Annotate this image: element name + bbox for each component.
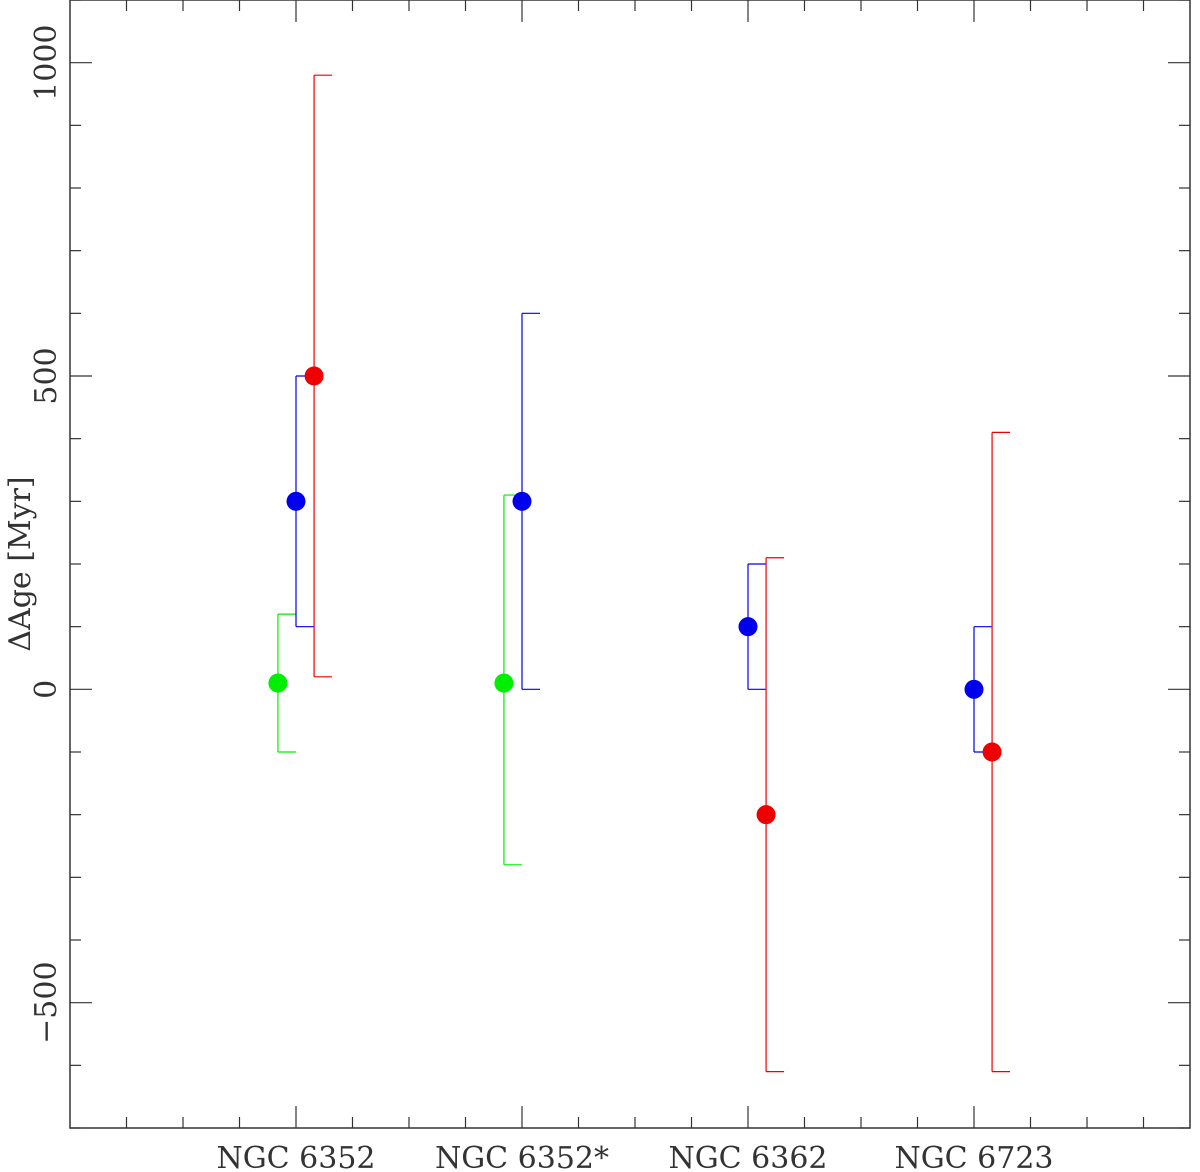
data-point (964, 679, 984, 699)
y-tick-label: 1000 (29, 24, 64, 100)
x-tick-label: NGC 6362 (668, 1141, 827, 1172)
x-tick-label: NGC 6723 (894, 1141, 1053, 1172)
data-point (738, 617, 758, 637)
axis-ticks (70, 0, 1190, 1129)
data-point (286, 491, 306, 511)
error-bars (277, 74, 1011, 1073)
data-point (304, 366, 324, 386)
x-tick-label: NGC 6352* (435, 1141, 609, 1172)
y-axis-title: ΔAge [Myr] (3, 476, 38, 651)
data-point (512, 491, 532, 511)
y-tick-label: −500 (29, 961, 64, 1043)
plot-frame (69, 0, 1191, 1129)
data-point (494, 673, 514, 693)
data-point (268, 673, 288, 693)
y-tick-label: 0 (29, 680, 64, 699)
x-tick-label: NGC 6352 (216, 1141, 375, 1172)
data-point (982, 742, 1002, 762)
data-points (268, 366, 1002, 825)
y-tick-label: 500 (29, 347, 64, 404)
tick-labels: −500 0 500 1000 NGC 6352 NGC 6352* NGC 6362 NGC… (29, 24, 1054, 1172)
data-point (756, 805, 776, 825)
